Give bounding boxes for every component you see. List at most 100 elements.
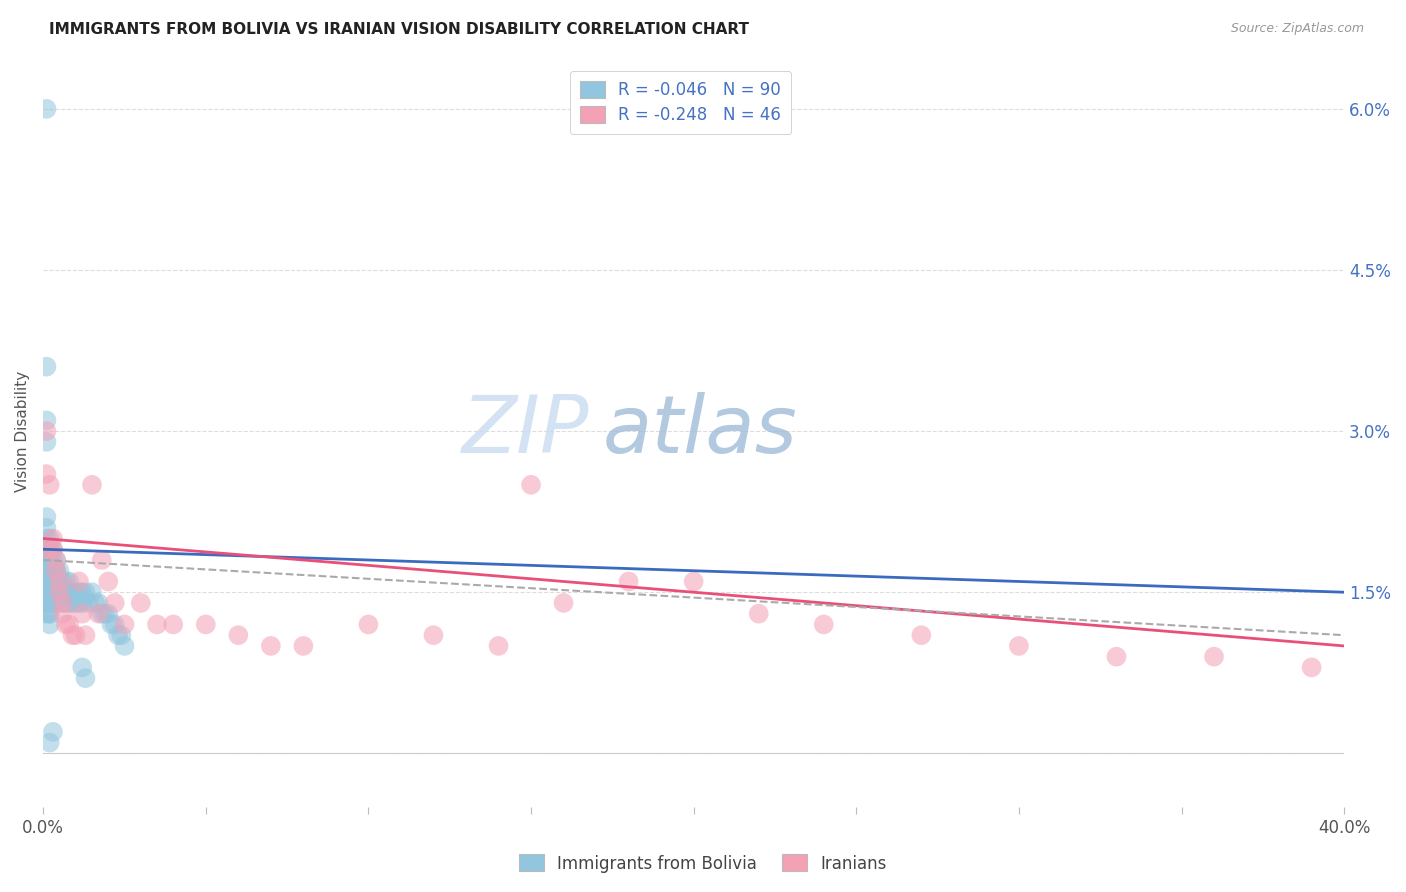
Point [38, 585, 60, 599]
Point [45, 564, 67, 578]
Point [58, 585, 80, 599]
Point [38, 596, 60, 610]
Point [35, 413, 58, 427]
Point [55, 596, 77, 610]
Point [1202, 649, 1225, 664]
Point [52, 596, 75, 610]
Point [38, 553, 60, 567]
Point [75, 585, 97, 599]
Point [35, 510, 58, 524]
Point [35, 574, 58, 589]
Point [70, 585, 93, 599]
Point [42, 585, 65, 599]
Point [97, 607, 120, 621]
Point [45, 564, 67, 578]
Point [70, 607, 93, 621]
Point [80, 585, 103, 599]
Point [42, 532, 65, 546]
Point [35, 564, 58, 578]
Point [488, 639, 510, 653]
Point [35, 564, 58, 578]
Text: atlas: atlas [603, 392, 797, 470]
Point [35, 585, 58, 599]
Point [52, 596, 75, 610]
Point [70, 660, 93, 674]
Point [35, 542, 58, 557]
Point [67, 574, 90, 589]
Point [35, 553, 58, 567]
Point [114, 639, 136, 653]
Point [38, 574, 60, 589]
Text: ZIP: ZIP [463, 392, 589, 470]
Point [1301, 660, 1323, 674]
Point [110, 628, 132, 642]
Point [35, 102, 58, 116]
Point [84, 596, 107, 610]
Point [90, 553, 112, 567]
Point [45, 564, 67, 578]
Point [35, 596, 58, 610]
Point [70, 596, 93, 610]
Point [292, 639, 315, 653]
Point [90, 607, 112, 621]
Point [38, 585, 60, 599]
Point [52, 607, 75, 621]
Point [35, 585, 58, 599]
Point [58, 574, 80, 589]
Point [813, 617, 835, 632]
Point [48, 574, 70, 589]
Point [45, 574, 67, 589]
Point [35, 359, 58, 374]
Point [48, 574, 70, 589]
Point [682, 574, 704, 589]
Point [42, 574, 65, 589]
Point [35, 434, 58, 449]
Point [62, 596, 84, 610]
Point [75, 671, 97, 685]
Text: Source: ZipAtlas.com: Source: ZipAtlas.com [1230, 22, 1364, 36]
Point [1008, 639, 1031, 653]
Point [42, 585, 65, 599]
Point [35, 553, 58, 567]
Point [52, 574, 75, 589]
Point [260, 639, 283, 653]
Point [422, 628, 444, 642]
Point [45, 553, 67, 567]
Point [42, 553, 65, 567]
Point [97, 574, 120, 589]
Point [35, 542, 58, 557]
Point [38, 607, 60, 621]
Point [45, 596, 67, 610]
Point [94, 607, 117, 621]
Point [55, 585, 77, 599]
Point [617, 574, 640, 589]
Point [42, 724, 65, 739]
Point [748, 607, 770, 621]
Point [65, 628, 87, 642]
Point [35, 521, 58, 535]
Point [35, 532, 58, 546]
Point [42, 564, 65, 578]
Point [38, 564, 60, 578]
Point [104, 596, 127, 610]
Point [67, 596, 90, 610]
Point [87, 596, 110, 610]
Point [357, 617, 380, 632]
Point [77, 596, 100, 610]
Text: IMMIGRANTS FROM BOLIVIA VS IRANIAN VISION DISABILITY CORRELATION CHART: IMMIGRANTS FROM BOLIVIA VS IRANIAN VISIO… [49, 22, 749, 37]
Point [42, 542, 65, 557]
Point [48, 585, 70, 599]
Point [75, 628, 97, 642]
Point [38, 736, 60, 750]
Point [58, 617, 80, 632]
Point [228, 628, 250, 642]
Point [62, 585, 84, 599]
Point [35, 596, 58, 610]
Point [38, 607, 60, 621]
Point [55, 617, 77, 632]
Point [107, 628, 129, 642]
Point [910, 628, 932, 642]
Point [80, 478, 103, 492]
Point [45, 585, 67, 599]
Point [52, 585, 75, 599]
